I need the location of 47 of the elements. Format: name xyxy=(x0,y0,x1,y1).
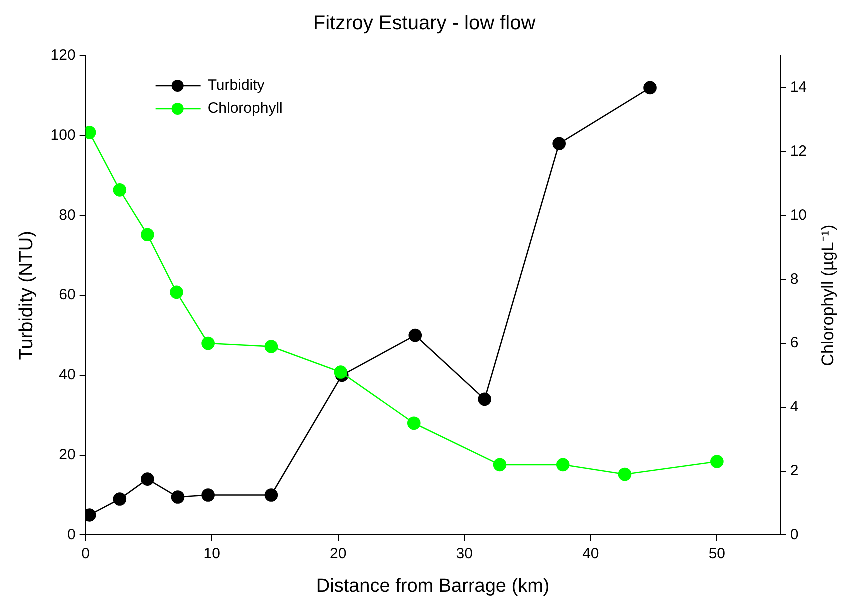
point xyxy=(202,336,215,350)
x-tick-label: 40 xyxy=(582,545,600,562)
y-tick-label: 80 xyxy=(59,206,76,224)
y2-tick-label: 12 xyxy=(790,142,808,160)
point xyxy=(644,81,657,95)
y2-tick-label: 8 xyxy=(790,270,799,288)
y-tick-label: 20 xyxy=(59,446,76,464)
y2-tick-label: 6 xyxy=(790,334,799,352)
chart-title: Fitzroy Estuary - low flow xyxy=(313,12,536,35)
y-tick-label: 120 xyxy=(50,47,76,64)
point xyxy=(141,472,154,486)
point xyxy=(407,416,421,430)
y2-tick-label: 2 xyxy=(790,462,799,480)
point xyxy=(170,286,184,300)
point xyxy=(113,492,127,506)
point xyxy=(264,340,278,354)
legend-label: Turbidity xyxy=(208,77,266,94)
point xyxy=(478,392,492,406)
y-tick-label: 60 xyxy=(59,286,76,304)
point xyxy=(202,488,215,502)
point xyxy=(171,490,185,504)
point xyxy=(408,328,422,342)
point xyxy=(552,137,566,151)
y2-tick-label: 4 xyxy=(790,398,799,416)
point xyxy=(618,468,632,482)
point xyxy=(710,455,724,468)
y-axis-title: Turbidity (NTU) xyxy=(16,231,38,360)
x-axis-title: Distance from Barrage (km) xyxy=(316,576,550,597)
y2-tick-label: 14 xyxy=(790,79,808,96)
point xyxy=(334,366,348,379)
x-tick-label: 20 xyxy=(330,545,347,562)
x-tick-label: 50 xyxy=(708,545,726,562)
y-tick-label: 0 xyxy=(67,526,76,544)
point xyxy=(113,184,127,197)
legend-label: Chlorophyll xyxy=(208,100,283,118)
point xyxy=(556,458,570,472)
point xyxy=(493,458,507,472)
x-tick-label: 30 xyxy=(456,545,473,562)
point xyxy=(141,228,154,242)
x-tick-label: 10 xyxy=(204,545,220,562)
y-tick-label: 40 xyxy=(59,366,76,384)
x-tick-label: 0 xyxy=(82,545,90,562)
y2-axis-title: Chlorophyll (µgL⁻¹) xyxy=(818,224,838,366)
y-tick-label: 100 xyxy=(50,127,76,144)
y2-tick-label: 0 xyxy=(790,526,799,544)
y2-tick-label: 10 xyxy=(790,206,808,224)
point xyxy=(264,488,278,502)
